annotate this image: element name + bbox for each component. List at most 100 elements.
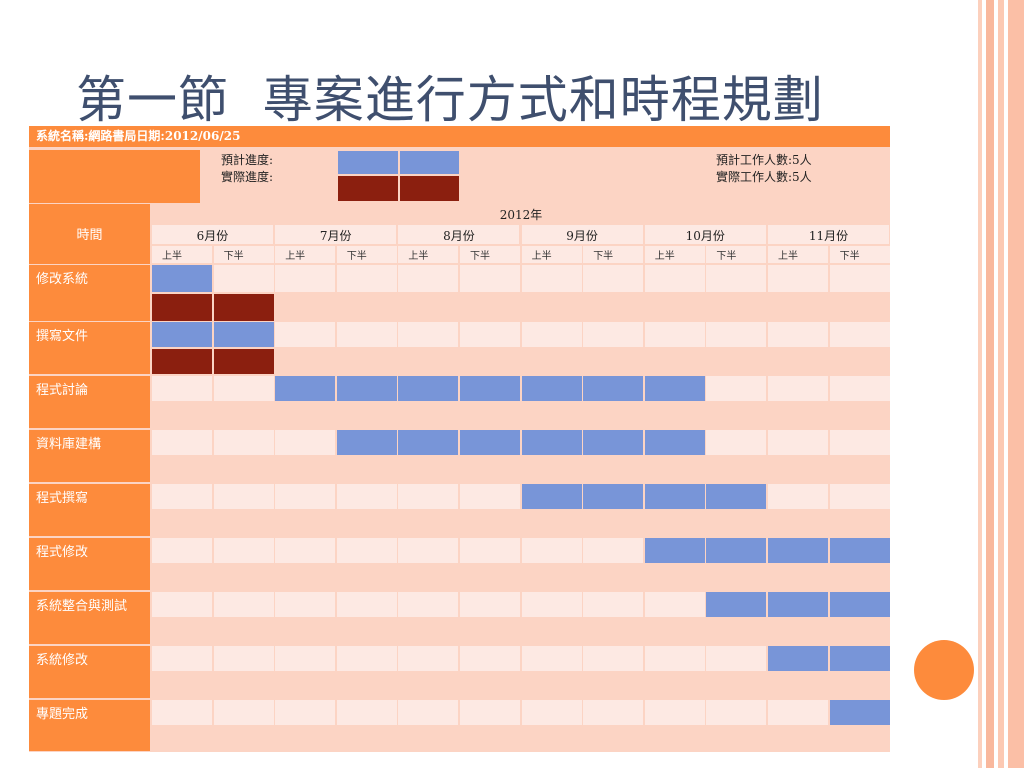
- actual-cell: [829, 457, 890, 482]
- planned-cell: [829, 376, 890, 401]
- actual-people-label: 實際工作人數:5人: [716, 170, 812, 184]
- half-label: 下半: [716, 251, 737, 262]
- planned-cell: [829, 322, 890, 347]
- planned-cell: [829, 700, 890, 725]
- actual-cell: [768, 619, 828, 644]
- actual-cell: [152, 349, 212, 374]
- actual-cell: [768, 403, 828, 428]
- planned-cell: [768, 322, 828, 347]
- planned-cell: [583, 322, 644, 347]
- actual-cell: [398, 565, 459, 590]
- planned-cell: [706, 265, 767, 292]
- planned-cell: [213, 376, 274, 401]
- planned-cell: [583, 430, 644, 455]
- actual-cell: [152, 403, 212, 428]
- planned-cell: [644, 484, 705, 509]
- actual-cell: [583, 403, 644, 428]
- planned-cell: [644, 700, 705, 725]
- legend-actual-swatch: [400, 176, 459, 201]
- half-label: 上半: [162, 251, 182, 262]
- planned-cell: [521, 376, 582, 401]
- planned-progress-label: 預計進度:: [221, 153, 274, 167]
- actual-cell: [213, 294, 274, 321]
- planned-cell: [213, 592, 274, 617]
- legend-planned-swatch: [400, 151, 459, 174]
- half-cell: [398, 246, 459, 263]
- actual-cell: [460, 619, 520, 644]
- actual-cell: [644, 565, 705, 590]
- planned-cell: [398, 646, 459, 671]
- planned-cell: [398, 322, 459, 347]
- actual-cell: [275, 457, 336, 482]
- task-label: 程式討論: [29, 376, 150, 428]
- actual-cell: [275, 565, 336, 590]
- actual-cell: [213, 619, 274, 644]
- legend-orange-block: [29, 150, 200, 203]
- half-cell: [336, 246, 397, 263]
- decor-stripe: [1008, 0, 1024, 768]
- planned-cell: [336, 592, 397, 617]
- planned-cell: [460, 538, 520, 563]
- year-label: 2012年: [499, 208, 543, 222]
- actual-cell: [521, 511, 582, 536]
- planned-cell: [398, 430, 459, 455]
- system-header-bar: 系統名稱:網路書局日期:2012/06/25: [29, 126, 890, 147]
- planned-cell: [213, 538, 274, 563]
- actual-cell: [706, 727, 767, 752]
- half-cell: [706, 246, 767, 263]
- actual-cell: [521, 565, 582, 590]
- actual-cell: [213, 673, 274, 698]
- actual-cell: [521, 673, 582, 698]
- actual-cell: [768, 457, 828, 482]
- decor-stripe: [986, 0, 994, 768]
- actual-cell: [644, 727, 705, 752]
- planned-cell: [275, 376, 336, 401]
- actual-cell: [398, 349, 459, 374]
- month-label: 7月份: [319, 229, 352, 243]
- actual-cell: [521, 349, 582, 374]
- actual-cell: [336, 565, 397, 590]
- planned-cell: [583, 265, 644, 292]
- planned-cell: [706, 538, 767, 563]
- actual-cell: [644, 619, 705, 644]
- task-label: 資料庫建構: [29, 430, 150, 482]
- actual-cell: [644, 511, 705, 536]
- actual-cell: [398, 294, 459, 321]
- actual-cell: [829, 619, 890, 644]
- legend-panel: [202, 150, 890, 203]
- planned-cell: [460, 265, 520, 292]
- actual-cell: [768, 511, 828, 536]
- actual-cell: [398, 403, 459, 428]
- task-label: 修改系統: [29, 265, 150, 321]
- planned-cell: [829, 646, 890, 671]
- gantt-sheet: 系統名稱:網路書局日期:2012/06/25 預計進度: 實際進度: 預計工作人…: [29, 126, 890, 752]
- actual-cell: [829, 727, 890, 752]
- planned-cell: [768, 592, 828, 617]
- planned-cell: [152, 265, 212, 292]
- actual-cell: [460, 349, 520, 374]
- planned-cell: [398, 700, 459, 725]
- actual-cell: [336, 349, 397, 374]
- actual-cell: [213, 727, 274, 752]
- decor-circle: [914, 640, 974, 700]
- actual-cell: [583, 619, 644, 644]
- actual-cell: [829, 403, 890, 428]
- planned-cell: [460, 322, 520, 347]
- actual-cell: [829, 511, 890, 536]
- planned-cell: [829, 430, 890, 455]
- actual-cell: [583, 349, 644, 374]
- month-label: 11月份: [808, 229, 849, 243]
- half-cell: [213, 246, 274, 263]
- half-cell: [521, 246, 582, 263]
- actual-cell: [644, 457, 705, 482]
- actual-cell: [213, 565, 274, 590]
- actual-cell: [768, 349, 828, 374]
- planned-cell: [336, 700, 397, 725]
- actual-cell: [275, 673, 336, 698]
- month-label: 9月份: [566, 229, 598, 243]
- actual-cell: [275, 727, 336, 752]
- actual-cell: [460, 457, 520, 482]
- actual-cell: [336, 457, 397, 482]
- planned-cell: [460, 484, 520, 509]
- actual-cell: [460, 403, 520, 428]
